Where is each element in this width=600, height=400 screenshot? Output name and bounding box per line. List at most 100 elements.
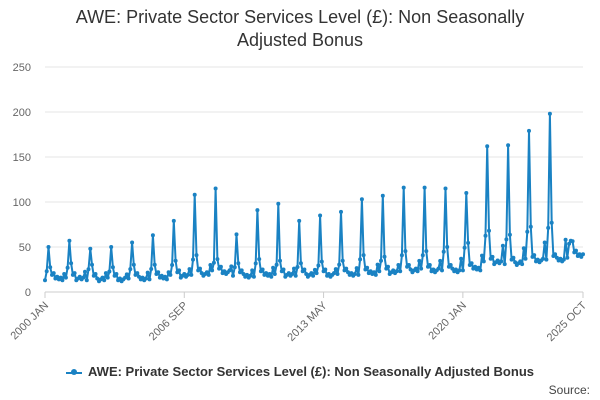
data-point: [208, 263, 213, 267]
data-point: [271, 265, 276, 270]
data-point: [215, 257, 220, 262]
data-point: [581, 252, 585, 257]
data-point: [380, 193, 385, 198]
data-point: [114, 272, 119, 276]
data-point: [403, 249, 408, 254]
data-point: [211, 260, 216, 265]
data-point: [523, 256, 528, 261]
data-point: [250, 268, 255, 273]
data-point: [144, 276, 148, 281]
data-point: [506, 143, 511, 148]
data-point: [46, 245, 51, 249]
data-point: [339, 209, 343, 214]
data-point: [236, 261, 241, 266]
data-point: [478, 268, 483, 273]
data-point: [255, 208, 260, 213]
data-point: [218, 264, 223, 269]
data-point: [448, 263, 453, 267]
data-point: [365, 265, 370, 270]
data-point: [511, 255, 516, 260]
data-point: [528, 224, 533, 229]
data-point: [481, 259, 486, 264]
data-point: [532, 253, 537, 258]
data-point: [520, 262, 525, 267]
data-point: [123, 275, 128, 280]
data-point: [227, 268, 232, 273]
data-point: [323, 267, 328, 272]
data-point: [105, 275, 110, 280]
data-point: [443, 186, 448, 191]
series-line: [44, 112, 584, 283]
data-point: [565, 255, 570, 260]
data-point: [375, 262, 380, 267]
data-point: [110, 265, 115, 270]
data-point: [293, 273, 298, 278]
data-point: [354, 266, 359, 271]
legend-line-marker-icon: [66, 368, 82, 375]
data-point: [251, 274, 256, 279]
data-point: [297, 218, 302, 223]
data-point: [311, 273, 316, 278]
data-point: [150, 233, 155, 238]
data-point: [399, 253, 404, 258]
x-tick-label: 2000 JAN: [8, 300, 51, 343]
data-point: [173, 258, 178, 263]
data-point: [337, 262, 342, 267]
data-point: [248, 273, 253, 278]
data-point: [48, 265, 53, 270]
data-point: [462, 245, 467, 250]
data-point: [332, 271, 336, 276]
data-point: [232, 265, 237, 270]
legend[interactable]: AWE: Private Sector Services Level (£): …: [0, 364, 600, 379]
data-point: [60, 278, 65, 283]
data-point: [570, 239, 575, 244]
data-point: [419, 266, 424, 271]
data-point: [457, 268, 462, 273]
data-point: [549, 220, 554, 225]
data-point: [521, 246, 526, 251]
data-point: [424, 249, 429, 254]
data-point: [126, 276, 131, 281]
data-point: [229, 264, 234, 269]
data-point: [145, 270, 150, 275]
data-point: [547, 111, 552, 116]
data-point: [62, 272, 67, 276]
data-point: [198, 266, 202, 271]
data-point: [281, 267, 286, 272]
data-point: [377, 269, 382, 274]
y-tick-label: 50: [19, 242, 31, 254]
data-point: [272, 272, 277, 276]
data-point: [356, 272, 361, 277]
plot-area: [43, 111, 585, 284]
data-point: [502, 262, 507, 267]
data-point: [483, 233, 488, 238]
data-point: [192, 192, 197, 197]
data-point: [499, 259, 504, 264]
data-point: [171, 218, 176, 223]
data-point: [156, 270, 161, 275]
data-point: [276, 201, 281, 206]
data-point: [44, 269, 49, 274]
data-point: [359, 197, 364, 202]
data-point: [194, 253, 199, 258]
data-point: [210, 268, 215, 273]
data-point: [544, 257, 549, 262]
data-point: [269, 274, 274, 279]
data-point: [149, 267, 154, 271]
data-point: [128, 267, 133, 272]
data-point: [525, 229, 530, 234]
data-point: [239, 268, 244, 273]
data-point: [213, 186, 218, 191]
data-point: [191, 257, 195, 262]
data-point: [109, 245, 114, 249]
data-point: [504, 237, 509, 242]
data-point: [130, 240, 135, 245]
chart-title-line-2: Adjusted Bonus: [236, 30, 364, 50]
data-point: [257, 257, 262, 262]
data-point: [135, 271, 140, 276]
data-point: [318, 213, 323, 218]
data-point: [487, 228, 491, 233]
data-point: [206, 272, 211, 277]
y-tick-label: 250: [13, 62, 31, 74]
data-point: [420, 253, 425, 258]
